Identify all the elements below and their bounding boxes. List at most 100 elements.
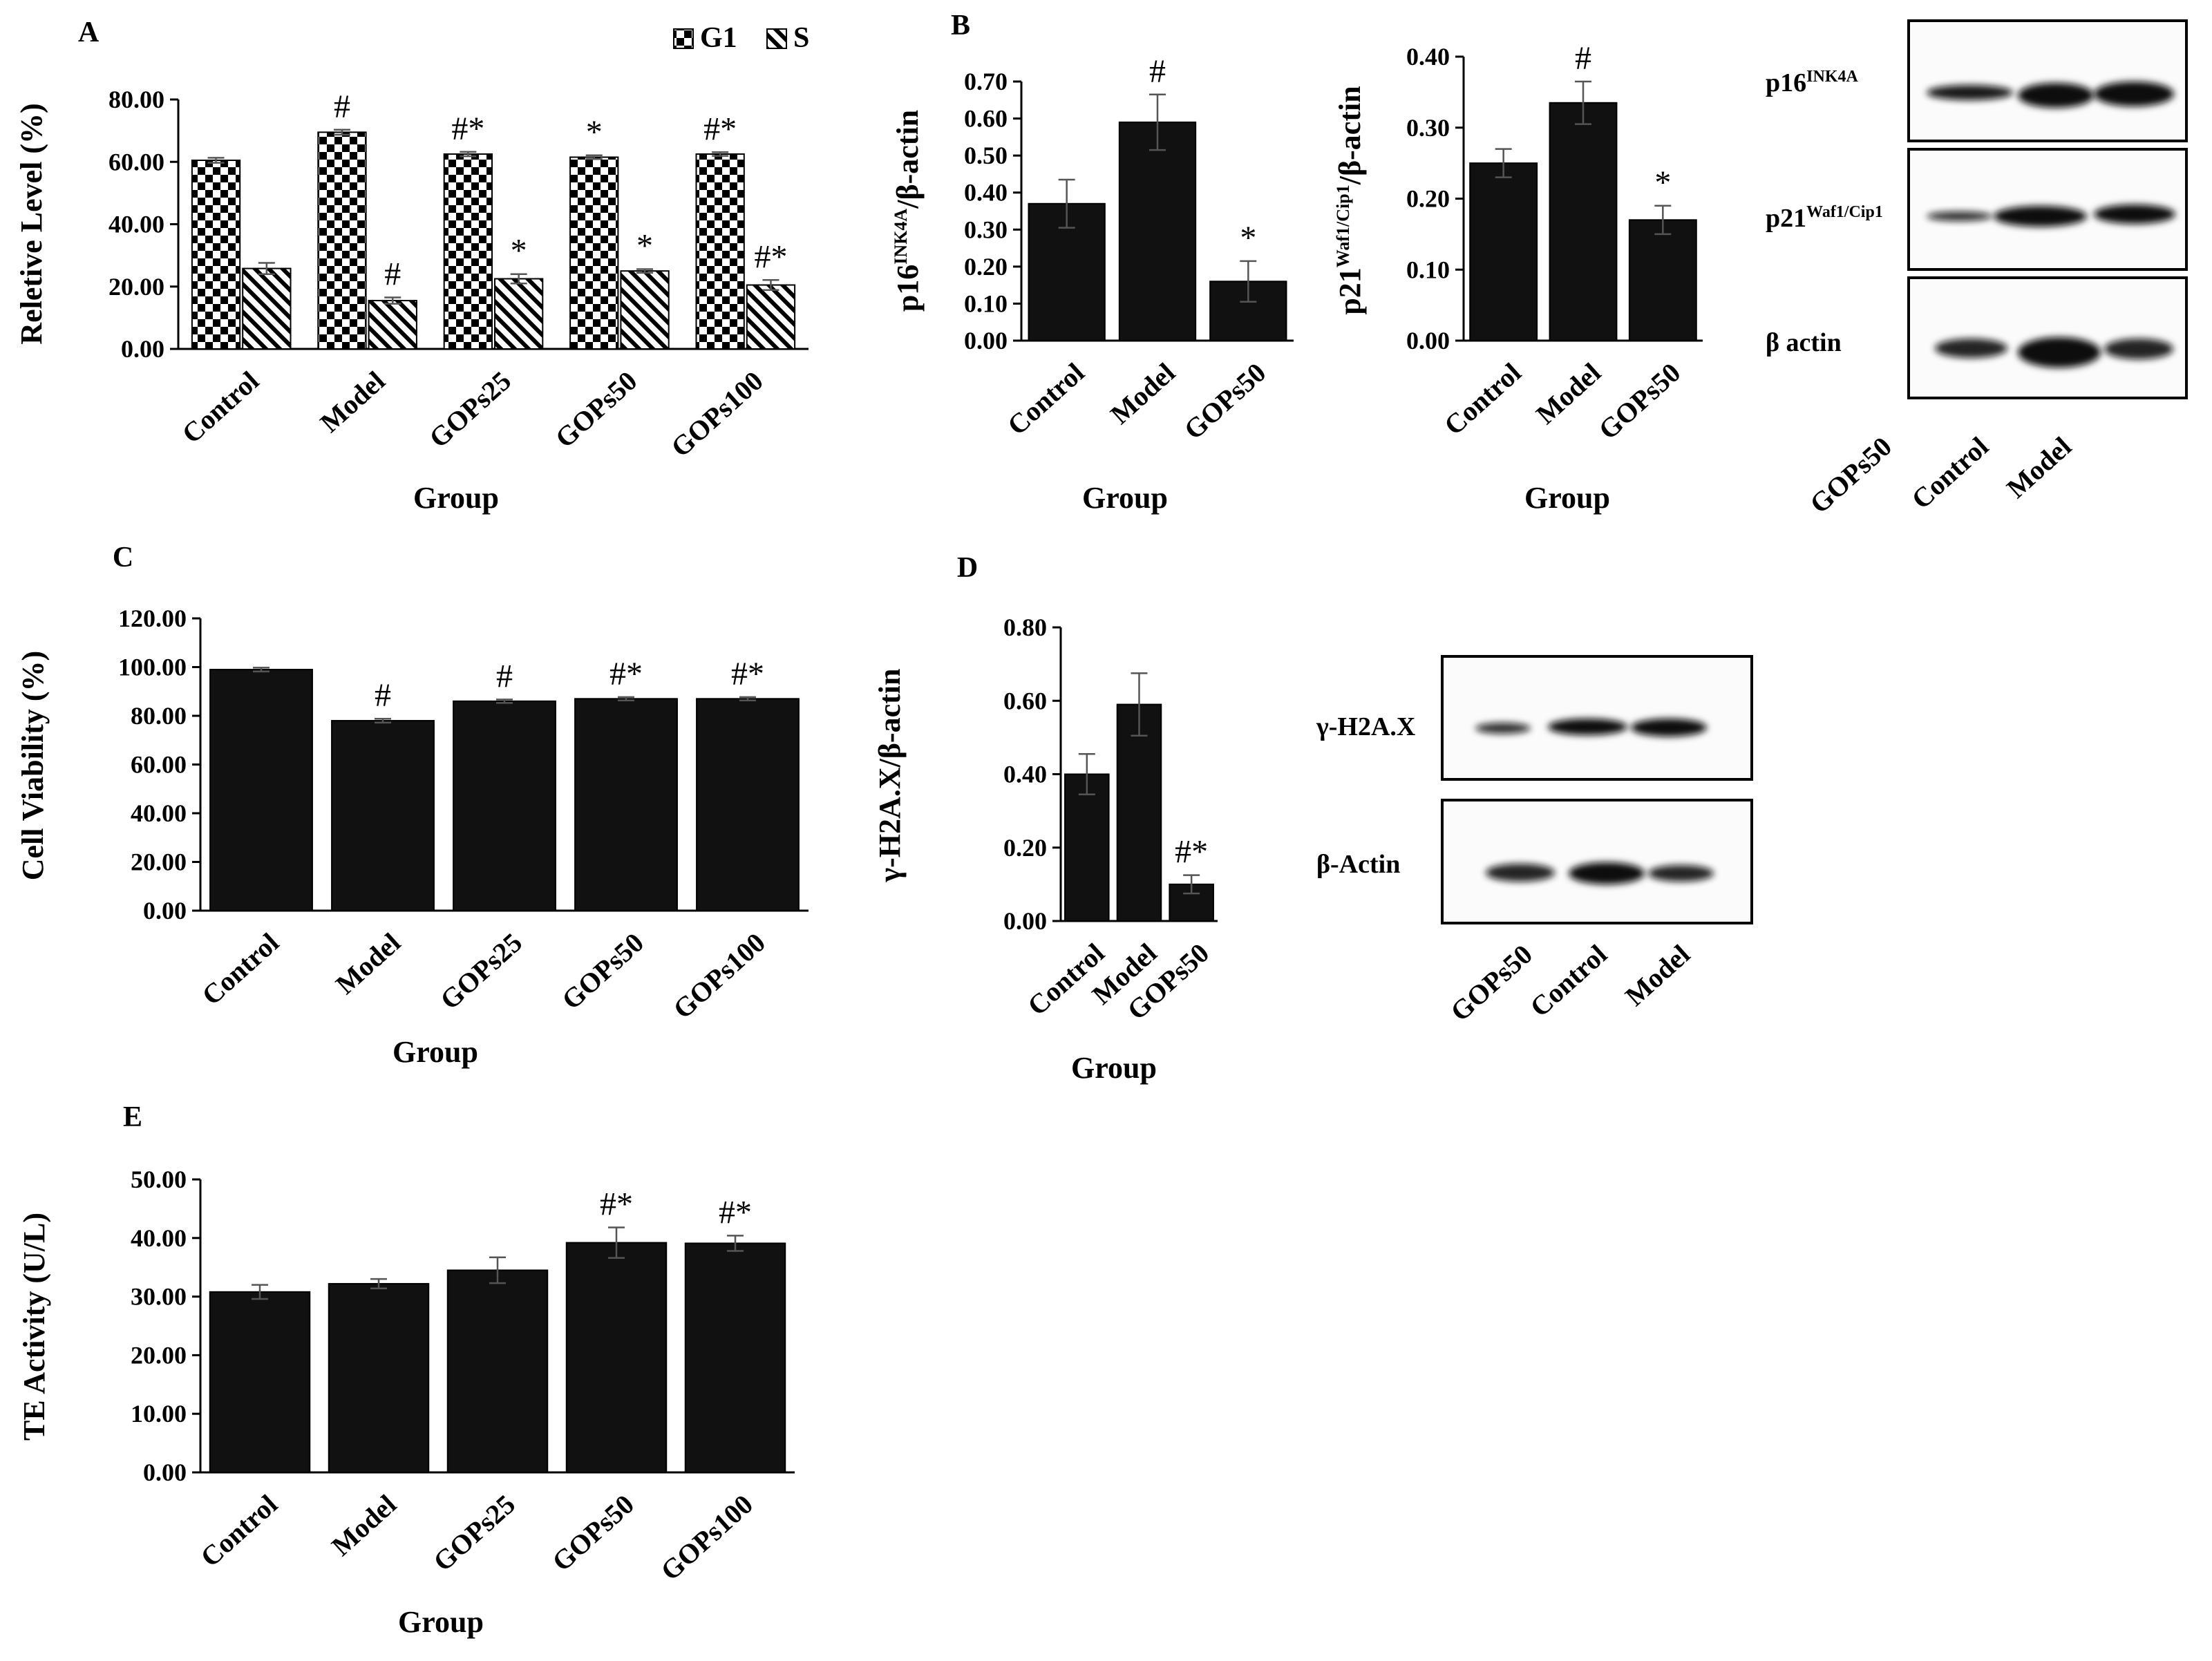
y-tick-label: 40.00 (108, 211, 164, 238)
y-tick-label: 0.00 (143, 1459, 187, 1486)
x-tick-label: Model (325, 1488, 402, 1562)
blot-lane-label: Control (1905, 430, 1994, 515)
significance-mark: # (1575, 40, 1591, 77)
blot-row-label: β actin (1766, 328, 1842, 357)
y-tick-label: 0.10 (964, 290, 1008, 317)
bar-G1-GOPs50 (569, 156, 619, 350)
legend: G1 S (673, 22, 809, 54)
y-tick-label: 0.50 (964, 142, 1008, 169)
y-tick-label: 40.00 (131, 1224, 187, 1252)
panel-label: B (951, 10, 970, 41)
y-title-base: p21 (1333, 267, 1367, 314)
protein-band (2104, 339, 2173, 359)
bar-value-GOPs50 (1628, 219, 1697, 342)
significance-mark: * (636, 227, 653, 264)
bar-value-Model (1116, 703, 1162, 922)
y-title-sup: INK4A (891, 209, 911, 265)
protein-band (1927, 85, 2013, 100)
x-tick-label: GOPs100 (667, 927, 771, 1025)
bar-S-Control (242, 267, 292, 350)
blot-row-label: p16INK4A (1766, 68, 1858, 97)
legend-label-G1: G1 (700, 22, 737, 54)
y-tick-label: 0.70 (964, 68, 1008, 95)
bar-S-GOPs25 (494, 278, 544, 350)
bar-value-GOPs100 (684, 1242, 786, 1473)
x-axis-title: Group (1524, 481, 1610, 515)
y-tick-label: 0.40 (1406, 43, 1450, 70)
chart-D: D0.000.200.400.600.80#*ControlModelGOPs5… (873, 552, 1218, 1085)
blot-label-base: β-Actin (1316, 850, 1400, 879)
x-tick-label: GOPs50 (546, 1488, 640, 1577)
y-tick-label: 0.00 (964, 327, 1008, 354)
y-tick-label: 10.00 (131, 1400, 187, 1427)
significance-mark: # (496, 658, 513, 694)
blot-lane-label: Model (1619, 938, 1696, 1012)
legend-swatch-S (766, 28, 787, 49)
chart-E: E 0.00 10.00 20.00 30.00 40.00 50.00 #* #* Contro… (17, 1101, 795, 1639)
bar-value-Control (1469, 162, 1538, 341)
significance-mark: #* (731, 656, 764, 692)
significance-mark: # (334, 88, 350, 125)
significance-mark: #* (600, 1186, 633, 1223)
x-tick-label: Model (1530, 357, 1607, 430)
y-tick-label: 120.00 (118, 605, 187, 632)
x-tick-label: Control (1001, 357, 1090, 441)
y-tick-label: 60.00 (131, 751, 187, 779)
x-tick-label: Control (1438, 357, 1527, 441)
x-axis-title: Group (1071, 1051, 1157, 1085)
x-tick-label: Control (194, 1488, 283, 1573)
significance-mark: #* (719, 1194, 752, 1231)
y-tick-label: 0.00 (143, 897, 187, 924)
x-tick-label: GOPs100 (654, 1488, 759, 1586)
protein-band (1548, 719, 1627, 735)
bar-value-Model (1118, 121, 1197, 342)
y-tick-label: 0.00 (1003, 907, 1047, 935)
x-tick-label: Model (314, 365, 391, 438)
x-tick-label: GOPs50 (1178, 357, 1272, 446)
x-tick-label: GOPs50 (549, 365, 643, 454)
bar-value-Model (331, 720, 435, 912)
y-tick-label: 30.00 (131, 1283, 187, 1311)
y-tick-label: 40.00 (131, 799, 187, 827)
x-axis-title: Group (413, 481, 499, 515)
protein-band (1569, 862, 1645, 884)
panel-label: C (113, 542, 133, 573)
y-axis-title: p16INK4A/β-actin (891, 110, 925, 312)
x-axis-title: Group (393, 1035, 478, 1069)
panel-label: D (957, 552, 978, 584)
panel-label: A (78, 17, 100, 48)
protein-band (1475, 723, 1531, 734)
y-axis-title: γ-H2A.X/β-actin (873, 669, 907, 883)
y-title-rest: /β-actin (1333, 86, 1367, 185)
x-tick-label: GOPs50 (1593, 357, 1687, 446)
y-tick-label: 20.00 (131, 848, 187, 876)
western-blot-blotB: p16INK4A p21Waf1/Cip1 β actin GOPs50 Control… (1766, 19, 2188, 520)
protein-band (1486, 864, 1555, 882)
protein-band (1631, 719, 1707, 737)
significance-mark: * (511, 233, 527, 269)
x-tick-label: GOPs25 (423, 365, 517, 454)
significance-mark: # (1149, 53, 1166, 90)
significance-mark: * (586, 114, 603, 151)
bar-S-GOPs100 (746, 284, 796, 350)
x-axis-title: Group (398, 1605, 484, 1639)
y-tick-label: 0.30 (964, 216, 1008, 243)
blot-label-base: γ-H2A.X (1316, 712, 1415, 741)
y-tick-label: 60.00 (108, 148, 164, 175)
y-tick-label: 0.40 (964, 179, 1008, 207)
chart-B1: B 0.00 0.10 0.20 0.30 0.40 0.50 0.60 0.70 # * Contr… (891, 10, 1294, 515)
blot-row-label: β-Actin (1316, 850, 1400, 879)
y-tick-label: 80.00 (108, 86, 164, 113)
y-tick-label: 0.10 (1406, 256, 1450, 283)
y-title-sup: Waf1/Cip1 (1333, 184, 1353, 267)
y-axis-title: Cell Viability (%) (16, 651, 50, 880)
blot-label-base: p16 (1766, 68, 1806, 97)
blot-label-base: β actin (1766, 328, 1842, 357)
x-tick-label: Model (1104, 357, 1181, 430)
bar-G1-GOPs100 (695, 153, 745, 350)
blot-lane-label: Model (2001, 430, 2077, 504)
significance-mark: # (384, 256, 401, 293)
x-tick-label: Model (330, 927, 406, 1000)
protein-band (1935, 339, 2007, 358)
y-tick-label: 0.20 (1003, 834, 1047, 862)
